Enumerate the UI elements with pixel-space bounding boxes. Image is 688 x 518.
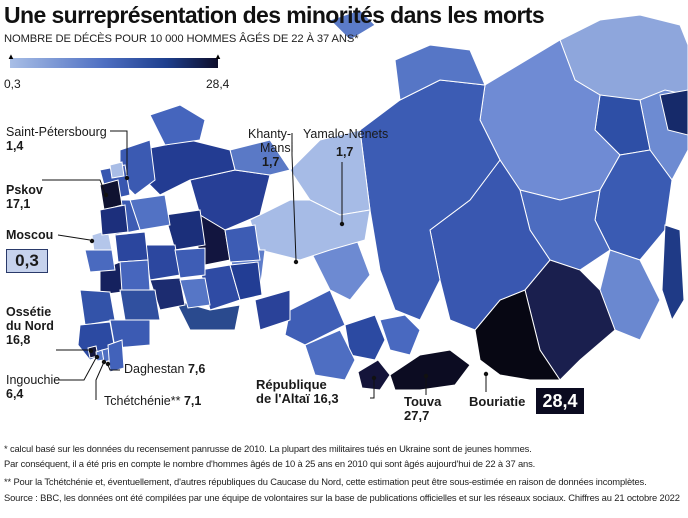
region-taimyr-north bbox=[394, 44, 486, 101]
footnote-1: * calcul basé sur les données du recense… bbox=[4, 443, 532, 454]
region-tuva bbox=[389, 349, 471, 391]
footnote-2: Par conséquent, il a été pris en compte … bbox=[4, 458, 536, 469]
region-sverdlovsk bbox=[224, 224, 261, 263]
region-st-petersburg bbox=[109, 161, 125, 179]
region-far-east-dark bbox=[659, 89, 688, 136]
region-central-5 bbox=[119, 289, 161, 321]
region-dagestan bbox=[107, 339, 125, 373]
moscow-value-box: 0,3 bbox=[6, 249, 48, 273]
region-central-3 bbox=[117, 259, 151, 291]
label-altai-republic: République de l'Altaï 16,3 bbox=[256, 377, 339, 406]
label-pskov: Pskov 17,1 bbox=[6, 183, 43, 211]
label-saint-petersburg: Saint-Pétersbourg 1,4 bbox=[6, 125, 107, 153]
region-novgorod bbox=[99, 204, 129, 236]
region-pskov bbox=[99, 179, 123, 211]
region-omsk bbox=[254, 289, 291, 331]
label-buryatia: Bouriatie bbox=[469, 394, 526, 409]
label-yamalo-nenets: Yamalo-Nenets 1,7 bbox=[303, 127, 389, 159]
buryatia-value-box: 28,4 bbox=[536, 388, 584, 414]
label-khanty-mansi: Khanty- Mansi 1,7 bbox=[248, 127, 294, 169]
page-subtitle: NOMBRE DE DÉCÈS POUR 10 000 HOMMES ÂGÉS … bbox=[4, 33, 359, 45]
region-islands bbox=[329, 9, 376, 41]
region-altai-rep bbox=[357, 359, 391, 391]
region-moscow-oblast bbox=[84, 249, 116, 273]
region-novosibirsk bbox=[284, 289, 346, 346]
label-dagestan: Daghestan 7,6 bbox=[124, 362, 206, 376]
region-altai-krai bbox=[304, 329, 356, 381]
region-central-2 bbox=[114, 231, 149, 263]
region-murmansk bbox=[149, 104, 206, 146]
source-note: Source : BBC, les données ont été compil… bbox=[4, 492, 680, 503]
region-kirov bbox=[164, 209, 206, 251]
legend-color-scale bbox=[10, 58, 218, 68]
label-ingushetia: Ingouchie 6,4 bbox=[6, 373, 61, 401]
page-title: Une surreprésentation des minorités dans… bbox=[4, 2, 545, 28]
label-north-ossetia: Ossétie du Nord 16,8 bbox=[6, 305, 54, 347]
legend-max-label: 28,4 bbox=[206, 77, 230, 91]
legend-max-tick: ▲ bbox=[214, 52, 222, 61]
footnote-3: ** Pour la Tchétchénie et, éventuellemen… bbox=[4, 476, 647, 487]
region-khanty-mansi bbox=[249, 199, 371, 261]
region-chelyabinsk bbox=[229, 261, 263, 301]
label-chechnya: Tchétchénie** 7,1 bbox=[104, 394, 202, 408]
region-samara bbox=[179, 277, 211, 309]
region-sakhalin bbox=[661, 224, 685, 322]
legend-min-tick: ▲ bbox=[7, 52, 15, 61]
legend-min-label: 0,3 bbox=[4, 77, 21, 91]
region-khakassia bbox=[379, 314, 421, 356]
region-volga-2 bbox=[174, 247, 206, 279]
label-tuva: Touva 27,7 bbox=[404, 394, 442, 423]
label-moscow: Moscou bbox=[6, 228, 54, 242]
